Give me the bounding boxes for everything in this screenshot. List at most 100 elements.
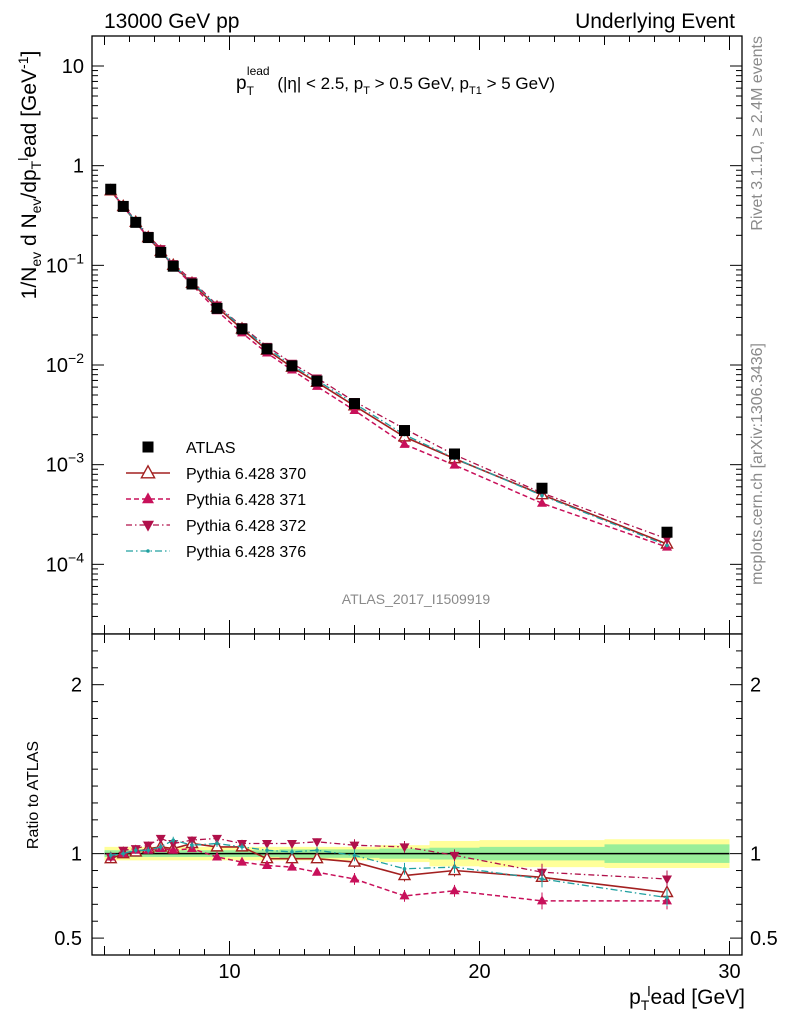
ratio-point [240,845,244,849]
data-point [449,448,460,460]
data-point [155,246,167,258]
ratio-point [155,834,166,844]
ratio-panel-series [104,834,674,910]
ratio-point [108,853,113,858]
legend-marker [142,492,154,504]
y-tick-label: 10 [62,56,84,78]
main-panel-series [104,183,674,551]
legend-entry: Pythia 6.428 371 [126,492,306,509]
ratio-point [215,841,219,846]
ratio-panel-axes: 0.5 0.5 1 1 2 2 10 20 30 [54,633,778,983]
legend-label: Pythia 6.428 371 [186,492,306,509]
legend-marker [140,464,156,479]
main-panel-axes: 10 1 10−1 10−2 10−3 10−4 [46,35,743,635]
ratio-point [665,895,669,900]
header-left: 13000 GeV pp [104,10,239,33]
mcplots-label: mcplots.cern.ch [arXiv:1306.3436] [749,343,766,585]
ratio-y-tick-label: 1 [71,844,82,866]
ratio-point [399,890,410,900]
ratio-bg-rect [92,634,742,955]
ratio-point [402,867,407,871]
markers-pythia-6-428-372 [105,186,672,545]
ratio-point [349,841,360,851]
y-tick-label: 10−1 [46,250,84,277]
data-point [661,526,673,538]
data-point [142,232,154,244]
ratio-point [133,848,138,853]
y-tick-label: 10−3 [46,450,84,477]
ratio-point [449,885,460,895]
data-point [665,543,669,548]
legend-entry: Pythia 6.428 370 [126,464,306,483]
ratio-y-tick-label-right: 0.5 [750,928,778,950]
x-tick-label: 20 [468,961,490,983]
ratio-point [262,839,272,849]
ratio-point [262,859,272,869]
data-point [236,323,248,335]
rivet-label: Rivet 3.1.10, ≥ 2.4M events [749,36,766,231]
ratio-panel-background [92,634,742,955]
data-point [399,425,410,437]
ratio-frame [91,633,743,956]
ratio-point [349,873,360,883]
ratio-point [537,895,547,905]
ratio-y-tick-label: 0.5 [54,928,82,950]
ratio-point [310,851,324,864]
data-point [117,200,129,212]
ratio-point [168,844,179,854]
ratio-point [352,853,357,858]
ratio-point [540,877,544,881]
data-point [349,404,360,414]
legend-marker [146,549,150,553]
ratio-point [143,841,154,851]
main-ylabel: 1/Nev d Nev/dpTlead [GeV-1] [15,51,44,300]
data-point [167,260,179,272]
ratio-point [399,843,410,853]
main-title: pTlead (|η| < 2.5, pT > 0.5 GeV, pT1 > 5… [236,64,555,98]
ratio-point [237,856,247,866]
x-tick-label: 30 [718,961,740,983]
analysis-watermark: ATLAS_2017_I1509919 [342,591,491,607]
ratio-point [212,851,222,861]
data-point [399,438,410,448]
legend-label: Pythia 6.428 376 [186,544,306,561]
legend-entry: Pythia 6.428 372 [126,518,306,535]
data-point [536,482,548,494]
ratio-y-tick-label-right: 2 [750,675,761,697]
data-point [311,375,323,387]
data-point [261,343,273,355]
series-pythia-6-428-372 [110,189,668,540]
data-point [186,278,198,290]
y-tick-label: 10−2 [46,350,84,377]
ratio-point [449,851,460,861]
ratio-point [158,845,163,849]
ratio-point [452,865,457,869]
ratio-y-tick-label-right: 1 [750,844,761,866]
ratio-point [287,861,297,871]
legend-marker [142,441,154,453]
legend-entry: Pythia 6.428 376 [126,544,306,561]
legend-entry: ATLAS [142,440,236,457]
ratio-point [187,836,197,846]
data-point [349,398,360,410]
y-tick-label: 10−4 [46,549,84,576]
data-point [105,183,117,195]
ratio-point [168,839,179,849]
data-point [540,493,544,498]
x-axis-label: pTlead [GeV] [629,983,745,1013]
data-point [130,216,142,228]
series-line [110,189,668,540]
legend-label: ATLAS [186,440,236,457]
legend-label: Pythia 6.428 370 [186,466,306,483]
ratio-ylabel: Ratio to ATLAS [25,741,42,849]
ratio-pythia-6-428-376 [108,836,669,907]
ratio-point [190,843,194,847]
ratio-point [315,848,319,853]
x-tick-label: 10 [218,961,240,983]
ratio-y-tick-label: 2 [71,675,82,697]
ratio-point [312,866,322,876]
header-right: Underlying Event [575,10,735,33]
ratio-point [265,848,269,853]
data-point [286,360,298,372]
